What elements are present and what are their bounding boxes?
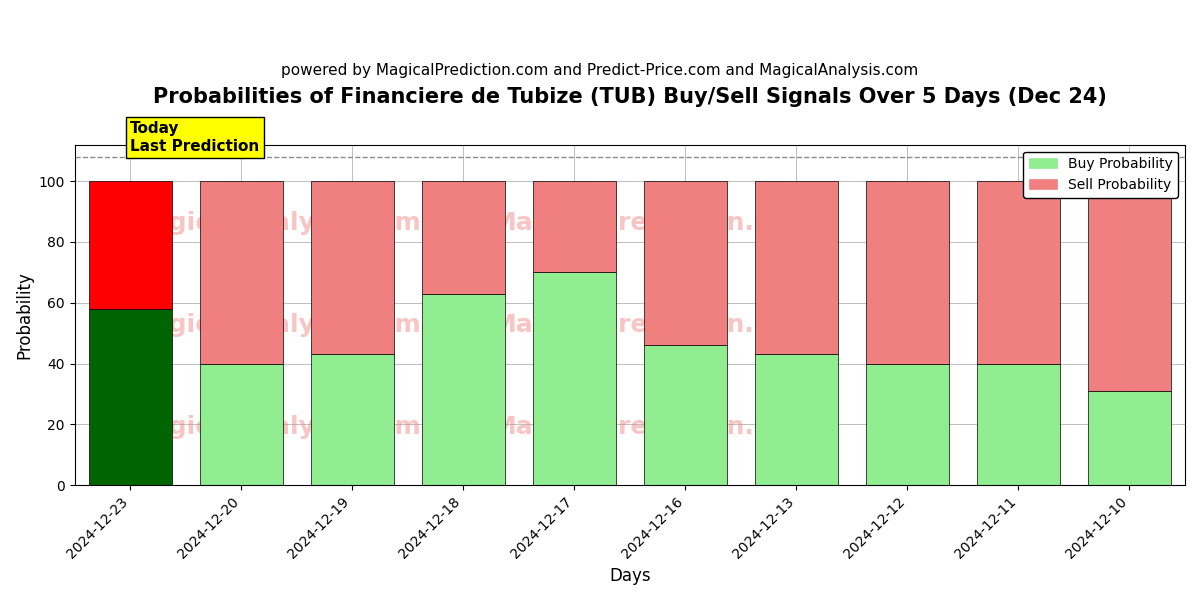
Bar — [1088, 181, 1171, 391]
Bar — [199, 364, 283, 485]
Bar — [311, 181, 394, 355]
Bar — [977, 181, 1060, 364]
Bar — [199, 181, 283, 364]
Bar — [421, 293, 505, 485]
X-axis label: Days: Days — [610, 567, 650, 585]
Bar — [421, 181, 505, 293]
Text: MagicalAnalysis.com: MagicalAnalysis.com — [127, 211, 421, 235]
Text: MagicalPrediction.com: MagicalPrediction.com — [492, 211, 812, 235]
Bar — [977, 364, 1060, 485]
Title: Probabilities of Financiere de Tubize (TUB) Buy/Sell Signals Over 5 Days (Dec 24: Probabilities of Financiere de Tubize (T… — [152, 87, 1106, 107]
Text: powered by MagicalPrediction.com and Predict-Price.com and MagicalAnalysis.com: powered by MagicalPrediction.com and Pre… — [281, 63, 919, 78]
Bar — [865, 364, 949, 485]
Text: MagicalAnalysis.com: MagicalAnalysis.com — [127, 415, 421, 439]
Bar — [865, 181, 949, 364]
Text: MagicalPrediction.com: MagicalPrediction.com — [492, 415, 812, 439]
Bar — [643, 346, 727, 485]
Bar — [643, 181, 727, 346]
Bar — [311, 355, 394, 485]
Bar — [89, 181, 172, 309]
Legend: Buy Probability, Sell Probability: Buy Probability, Sell Probability — [1024, 152, 1178, 197]
Bar — [89, 309, 172, 485]
Bar — [755, 181, 838, 355]
Bar — [755, 355, 838, 485]
Text: MagicalAnalysis.com: MagicalAnalysis.com — [127, 313, 421, 337]
Bar — [1088, 391, 1171, 485]
Y-axis label: Probability: Probability — [16, 271, 34, 359]
Text: Today
Last Prediction: Today Last Prediction — [130, 121, 259, 154]
Bar — [533, 181, 616, 272]
Text: MagicalPrediction.com: MagicalPrediction.com — [492, 313, 812, 337]
Bar — [533, 272, 616, 485]
